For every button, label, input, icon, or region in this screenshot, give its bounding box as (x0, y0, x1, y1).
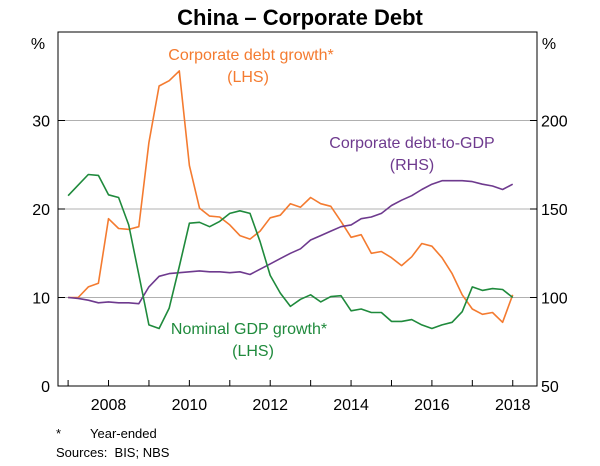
right-tick-label-50: 50 (541, 379, 559, 396)
corporate-debt-growth-label: Corporate debt growth* (168, 47, 333, 64)
left-tick-label-20: 20 (32, 202, 50, 219)
footnote-marker: * (56, 426, 61, 441)
series-line-corporate-debt-to-gdp (68, 179, 514, 305)
x-tick-label-2008: 2008 (91, 397, 127, 414)
nominal-gdp-growth-label: Nominal GDP growth* (171, 321, 327, 338)
sources-text: Sources: BIS; NBS (56, 445, 170, 460)
nominal-gdp-growth-sublabel: (LHS) (232, 343, 274, 360)
footnote-text: Year-ended (90, 426, 157, 441)
x-tick-label-2010: 2010 (172, 397, 208, 414)
right-tick-label-200: 200 (541, 114, 568, 131)
x-tick-label-2018: 2018 (495, 397, 531, 414)
right-tick-label-100: 100 (541, 291, 568, 308)
gridlines (58, 120, 537, 298)
corporate-debt-growth-sublabel: (LHS) (227, 69, 269, 86)
series-labels: Corporate debt growth* (LHS) Corporate d… (168, 47, 494, 360)
left-tick-label-30: 30 (32, 114, 50, 131)
right-tick-label-150: 150 (541, 202, 568, 219)
chart-title: China – Corporate Debt (177, 5, 423, 30)
series-line-nominal-gdp-growth (67, 173, 514, 330)
left-tick-label-10: 10 (32, 291, 50, 308)
left-axis-unit: % (31, 36, 45, 53)
left-tick-label-0: 0 (41, 379, 50, 396)
axis-ticks: 0 10 20 30 50 100 150 200 2008 2010 2012 2014 2016 20… (32, 114, 568, 415)
right-axis-unit: % (542, 36, 556, 53)
debt-to-gdp-sublabel: (RHS) (390, 157, 434, 174)
series-line-corporate-debt-growth (68, 70, 514, 324)
x-tick-label-2012: 2012 (252, 397, 288, 414)
plot-series (67, 70, 514, 330)
x-tick-label-2014: 2014 (333, 397, 369, 414)
x-tick-label-2016: 2016 (414, 397, 450, 414)
debt-to-gdp-label: Corporate debt-to-GDP (329, 135, 494, 152)
